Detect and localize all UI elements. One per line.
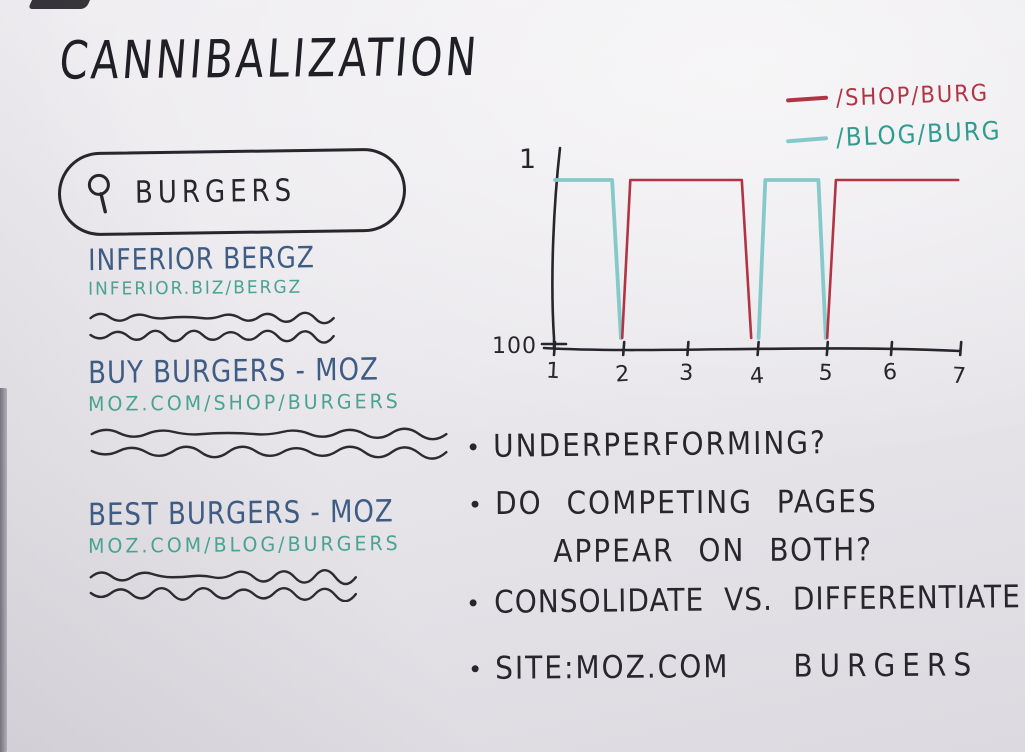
note-site-search: • SITE:MOZ.COM BURGERS [467,646,979,686]
y-label-top: 1 [519,144,536,175]
bullet-icon: • [467,655,483,684]
note-text: BURGERS [793,646,979,685]
page-title: CANNIBALIZATION [57,26,482,92]
x-tick-label: 1 [545,359,560,385]
legend-label: /SHOP/BURG [835,79,990,112]
board-clip-mark [27,0,91,9]
result-title: INFERIOR BERGZ [88,240,316,278]
bullet-icon: • [465,433,481,462]
search-icon [87,173,110,214]
x-tick-label: 7 [951,364,966,388]
note-text: CONSOLIDATE VS. DIFFERENTIATE [493,578,1021,621]
result-url: MOZ.COM/SHOP/BURGERS [88,390,401,417]
note-text: DO COMPETING PAGES [494,482,878,522]
x-tick [958,340,963,357]
legend-item-shop: /SHOP/BURG [785,79,1002,112]
note-underperforming: • UNDERPERFORMING? [465,424,828,465]
x-tick [825,340,830,357]
snippet-squiggle [88,566,366,602]
x-tick [621,340,626,357]
note-consolidate: • CONSOLIDATE VS. DIFFERENTIATE [465,578,1021,621]
search-query: BURGERS [134,173,297,212]
note-competing-pages: • DO COMPETING PAGES APPEAR ON BOTH? [467,482,878,570]
line-shop-burg [620,178,753,340]
x-tick-label: 6 [882,360,898,386]
snippet-squiggle [88,308,343,344]
x-tick [756,340,760,357]
x-tick-label: 2 [615,362,631,388]
search-result: BEST BURGERS - MOZ MOZ.COM/BLOG/BURGERS [88,494,401,602]
result-url: MOZ.COM/BLOG/BURGERS [88,532,401,559]
line-shop-burg [825,178,960,340]
search-box: BURGERS [57,147,407,237]
line-blog-burg [553,178,623,340]
result-title: BEST BURGERS - MOZ [88,494,394,534]
x-tick-label: 4 [749,364,765,388]
bullet-icon: • [467,490,483,520]
result-title: BUY BURGERS - MOZ [88,352,380,392]
x-tick-label: 3 [679,361,694,387]
line-blog-burg [756,178,828,340]
x-axis [542,346,962,353]
y-axis [551,146,562,349]
snippet-squiggle [88,424,460,460]
note-text: APPEAR ON BOTH? [553,531,874,570]
y-label-bottom: 100 [492,334,537,359]
x-tick [889,340,894,357]
x-tick [686,340,690,357]
search-result: BUY BURGERS - MOZ MOZ.COM/SHOP/BURGERS [88,352,460,460]
x-tick-label: 5 [818,361,833,387]
shop-line-swatch [785,95,829,103]
x-tick [552,340,557,357]
note-text: SITE:MOZ.COM [495,647,730,687]
bullet-icon: • [465,589,482,618]
rank-chart: 1 100 1 2 3 4 5 6 7 [492,144,967,388]
note-text: UNDERPERFORMING? [492,424,828,465]
result-url: INFERIOR.BIZ/BERGZ [88,277,303,300]
whiteboard-edge [0,388,7,752]
search-result: INFERIOR BERGZ INFERIOR.BIZ/BERGZ [88,240,343,344]
